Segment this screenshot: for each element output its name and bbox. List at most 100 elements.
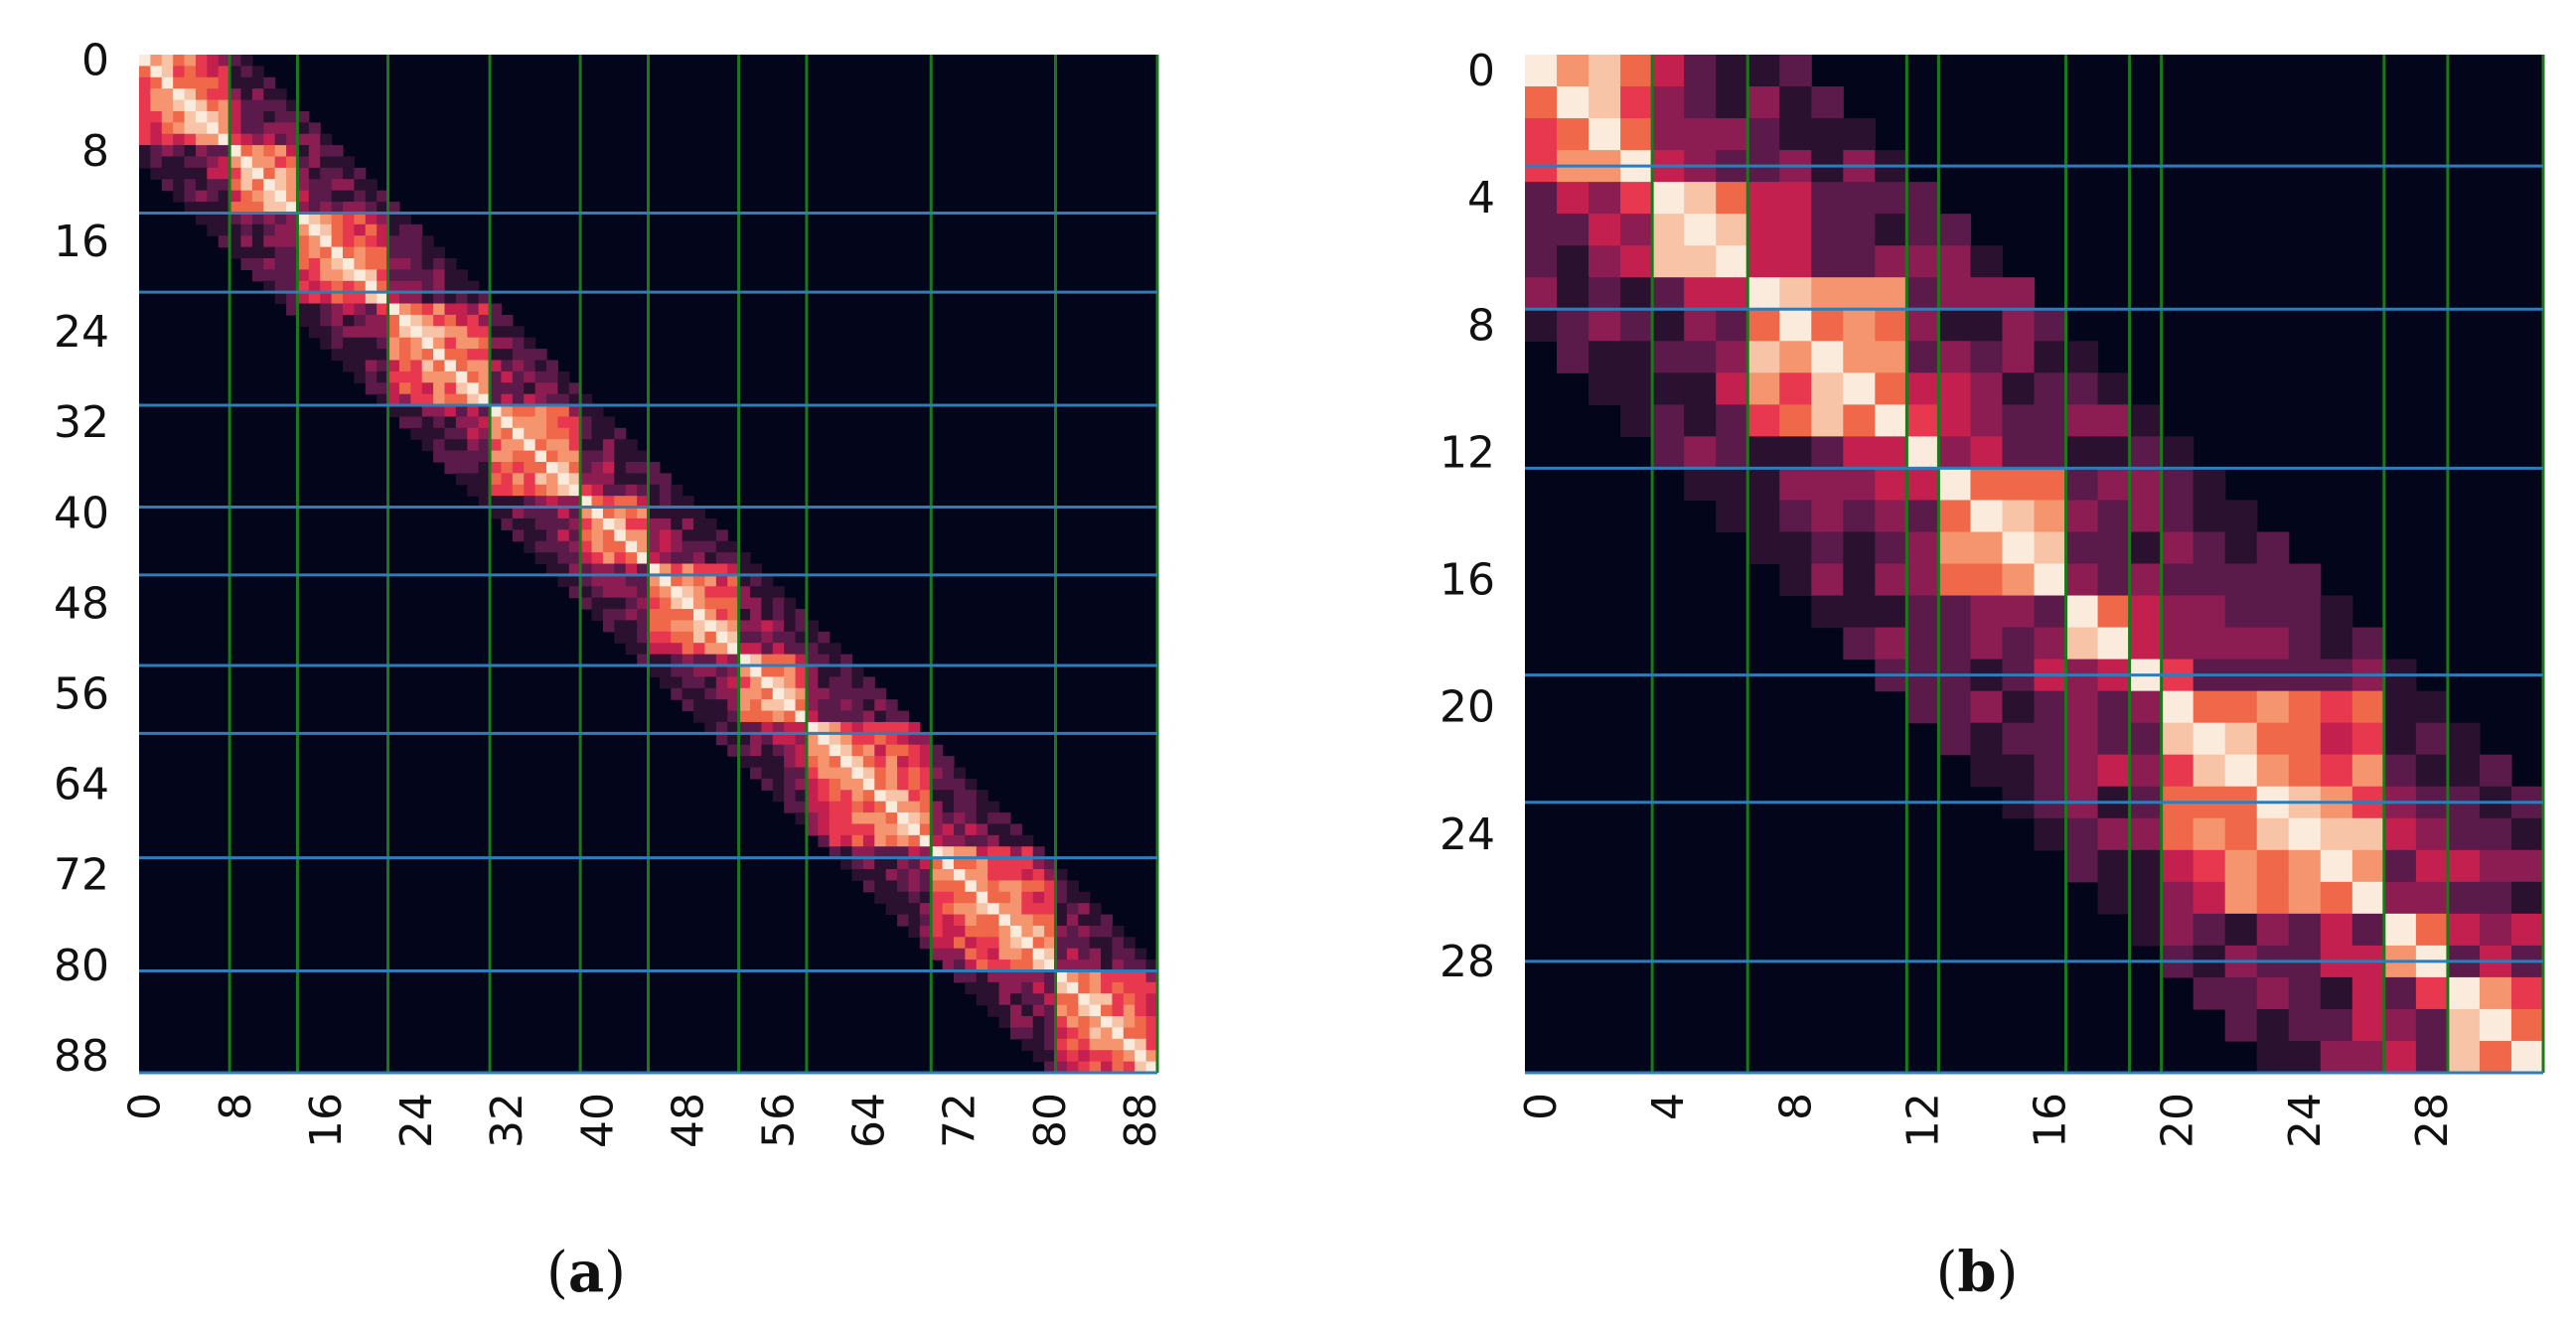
- heatmap-a-cell: [591, 597, 604, 610]
- heatmap-a-cell: [727, 721, 740, 734]
- heatmap-a-cell: [512, 507, 525, 519]
- heatmap-a-cell: [750, 631, 762, 644]
- heatmap-a-cell: [524, 540, 536, 553]
- heatmap-a-cell: [998, 880, 1011, 893]
- heatmap-b-cell: [2479, 881, 2512, 915]
- heatmap-a-cell: [421, 269, 434, 282]
- heatmap-a-cell: [1123, 1038, 1136, 1051]
- heatmap-a-cell: [218, 202, 230, 215]
- heatmap-a-cell: [240, 179, 253, 192]
- heatmap-b-cell: [1620, 214, 1653, 246]
- heatmap-b-cell: [1684, 182, 1717, 215]
- heatmap-a-cell: [897, 880, 910, 893]
- heatmap-a-cell: [614, 427, 627, 440]
- heatmap-a-cell: [602, 439, 615, 452]
- heatmap-a-cell: [580, 427, 593, 440]
- heatmap-a-cell: [965, 903, 978, 916]
- heatmap-a-cell: [738, 586, 751, 599]
- heatmap-b-cell: [1716, 468, 1748, 502]
- heatmap-a-cell: [987, 812, 1000, 825]
- heatmap-a-cell: [478, 360, 491, 372]
- heatmap-b-cell: [2256, 913, 2290, 947]
- heatmap-a-cell: [297, 246, 310, 259]
- heatmap-b-cell: [1652, 118, 1685, 151]
- heatmap-b-cell: [2383, 1008, 2417, 1042]
- heatmap-a-cell: [297, 213, 310, 225]
- heatmap-a-cell: [1145, 970, 1158, 983]
- heatmap-a-cell: [139, 145, 151, 158]
- heatmap-a-cell: [829, 699, 841, 712]
- heatmap-a-cell: [297, 235, 310, 248]
- heatmap-a-cell: [501, 416, 514, 429]
- heatmap-a-cell: [398, 382, 411, 395]
- heatmap-a-cell: [931, 903, 944, 916]
- heatmap-b-cell: [1875, 404, 1907, 437]
- heatmap-a-cell: [501, 473, 514, 486]
- heatmap-a-xtick-label: 16: [301, 1093, 352, 1148]
- caption-b-letter: b: [1957, 1240, 1996, 1305]
- heatmap-a-cell: [1112, 1038, 1125, 1051]
- heatmap-a-cell: [1055, 891, 1068, 904]
- heatmap-a-cell: [976, 903, 988, 916]
- heatmap-b-cell: [2002, 404, 2036, 437]
- heatmap-a-cell: [840, 767, 853, 780]
- heatmap-a-cell: [546, 393, 558, 406]
- heatmap-a-cell: [568, 416, 581, 429]
- heatmap-a-cell: [761, 710, 774, 723]
- heatmap-a-cell: [240, 99, 253, 112]
- heatmap-a-cell: [1021, 880, 1034, 893]
- heatmap-a-cell: [648, 620, 661, 633]
- heatmap-b-cell: [2447, 1040, 2481, 1074]
- heatmap-a-cell: [806, 744, 819, 757]
- heatmap-a-cell: [625, 507, 638, 519]
- heatmap-a-cell: [931, 812, 944, 825]
- heatmap-a-cell: [387, 292, 400, 305]
- heatmap-a-ytick-label: 24: [54, 307, 109, 358]
- heatmap-b-cell: [1938, 563, 1972, 597]
- heatmap-a-cell: [421, 416, 434, 429]
- heatmap-a-cell: [274, 99, 287, 112]
- heatmap-a-cell: [286, 179, 299, 192]
- heatmap-a-cell: [1032, 948, 1045, 960]
- heatmap-a-cell: [150, 55, 163, 67]
- heatmap-a-cell: [433, 439, 446, 452]
- heatmap-a-cell: [274, 88, 287, 101]
- heatmap-a-cell: [490, 507, 503, 519]
- heatmap-a-cell: [320, 280, 333, 293]
- heatmap-b-cell: [2193, 817, 2226, 851]
- heatmap-a-cell: [727, 676, 740, 689]
- heatmap-b-cell: [1811, 277, 1844, 310]
- heatmap-a-cell: [421, 258, 434, 270]
- heatmap-a-cell: [1021, 869, 1034, 881]
- heatmap-a-cell: [942, 891, 955, 904]
- heatmap-a-cell: [421, 382, 434, 395]
- heatmap-b-ytick-label: 28: [1440, 937, 1495, 987]
- heatmap-a-cell: [750, 563, 762, 576]
- heatmap-a-cell: [580, 517, 593, 530]
- heatmap-a-cell: [490, 326, 503, 339]
- heatmap-a-cell: [308, 326, 321, 339]
- heatmap-a-cell: [954, 812, 966, 825]
- heatmap-b-cell: [2002, 341, 2036, 373]
- heatmap-b-cell: [1843, 436, 1876, 470]
- heatmap-a-cell: [829, 676, 841, 689]
- heatmap-b-cell: [1620, 86, 1653, 119]
- heatmap-a-cell: [320, 179, 333, 192]
- heatmap-a-cell: [954, 948, 966, 960]
- heatmap-a-cell: [954, 937, 966, 950]
- heatmap-a-cell: [1055, 1016, 1068, 1029]
- heatmap-b-cell: [1716, 277, 1748, 310]
- heatmap-a-cell: [862, 710, 875, 723]
- heatmap-a-cell: [648, 563, 661, 576]
- heatmap-a-cell: [602, 552, 615, 565]
- heatmap-b-cell: [2193, 531, 2226, 565]
- heatmap-a-cell: [433, 393, 446, 406]
- heatmap-a-cell: [806, 778, 819, 791]
- heatmap-a-cell: [897, 812, 910, 825]
- heatmap-b-cell: [1747, 309, 1780, 342]
- heatmap-a-cell: [772, 597, 785, 610]
- heatmap-a-cell: [343, 223, 355, 236]
- heatmap-a-cell: [1123, 970, 1136, 983]
- heatmap-b-cell: [2065, 404, 2099, 437]
- heatmap-a-cell: [1055, 993, 1068, 1006]
